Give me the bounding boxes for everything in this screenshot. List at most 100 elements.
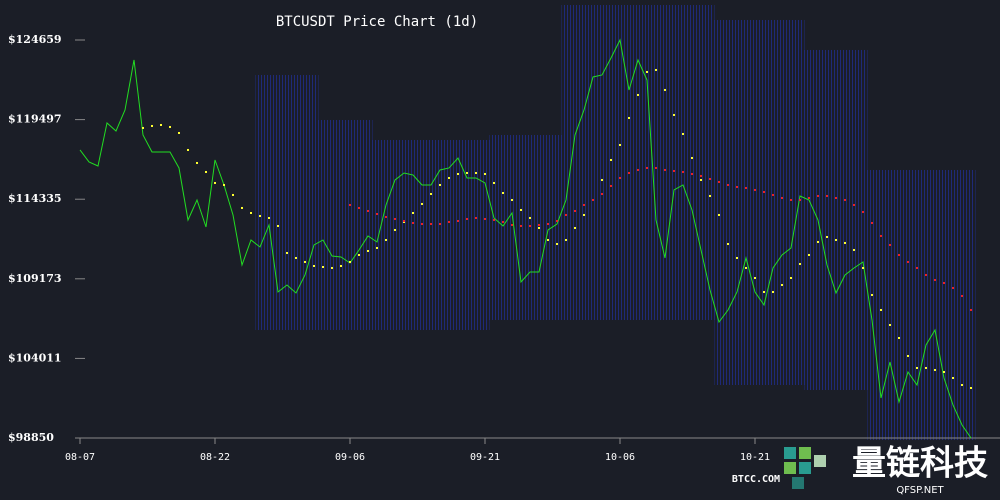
band-segment bbox=[543, 134, 553, 320]
ma-dot bbox=[178, 131, 180, 134]
ma-dot bbox=[907, 260, 909, 263]
band-segment bbox=[786, 19, 796, 385]
band-segment bbox=[516, 134, 526, 320]
ma-dot bbox=[961, 383, 963, 386]
band-segment bbox=[921, 169, 931, 441]
ma-dot bbox=[943, 370, 945, 373]
band-segment bbox=[408, 139, 418, 330]
y-tick-label: $114335 bbox=[8, 192, 62, 205]
ma-dot bbox=[313, 264, 315, 267]
band-segment bbox=[867, 169, 877, 441]
chart-title: BTCUSDT Price Chart (1d) bbox=[276, 14, 478, 30]
ma-dot bbox=[961, 294, 963, 297]
ma-dot bbox=[286, 251, 288, 254]
ma-dot bbox=[853, 248, 855, 251]
band-segment bbox=[300, 74, 310, 330]
band-segment bbox=[894, 169, 904, 441]
ma-dot bbox=[835, 196, 837, 199]
ma-dot bbox=[394, 228, 396, 231]
band-segment bbox=[597, 4, 607, 320]
band-segment bbox=[957, 169, 967, 441]
ma-dot bbox=[412, 221, 414, 224]
ma-dot bbox=[592, 198, 594, 201]
ma-dot bbox=[412, 211, 414, 214]
ma-dot bbox=[772, 193, 774, 196]
band-segment bbox=[624, 4, 634, 320]
ma-dot bbox=[952, 376, 954, 379]
ma-dot bbox=[673, 169, 675, 172]
band-segment bbox=[966, 169, 976, 441]
ma-dot bbox=[484, 217, 486, 220]
ma-dot bbox=[529, 224, 531, 227]
ma-dot bbox=[844, 198, 846, 201]
ma-dot bbox=[781, 283, 783, 286]
ma-dot bbox=[376, 246, 378, 249]
ma-dot bbox=[736, 256, 738, 259]
band-segment bbox=[480, 139, 490, 330]
ma-dot bbox=[574, 226, 576, 229]
ma-dot bbox=[475, 171, 477, 174]
band-segment bbox=[525, 134, 535, 320]
x-tick-label: 08-07 bbox=[65, 452, 95, 463]
ma-dot bbox=[718, 213, 720, 216]
ma-dot bbox=[682, 170, 684, 173]
band-segment bbox=[417, 139, 427, 330]
band-segment bbox=[453, 139, 463, 330]
band-segment bbox=[561, 4, 571, 320]
ma-dot bbox=[754, 276, 756, 279]
y-tick-label: $98850 bbox=[8, 431, 54, 444]
ma-dot bbox=[376, 212, 378, 215]
ma-dot bbox=[844, 241, 846, 244]
band-segment bbox=[660, 4, 670, 320]
band-segment bbox=[714, 19, 724, 385]
ma-dot bbox=[754, 188, 756, 191]
ma-dot bbox=[799, 198, 801, 201]
band-segment bbox=[741, 19, 751, 385]
y-tick-label: $109173 bbox=[8, 272, 62, 285]
band-segment bbox=[795, 19, 805, 385]
band-segment bbox=[831, 49, 841, 390]
band-segment bbox=[849, 49, 859, 390]
ma-dot bbox=[655, 166, 657, 169]
ma-dot bbox=[889, 323, 891, 326]
ma-dot bbox=[700, 178, 702, 181]
band-segment bbox=[777, 19, 787, 385]
ma-dot bbox=[934, 278, 936, 281]
ma-dot bbox=[691, 156, 693, 159]
ma-dot bbox=[871, 293, 873, 296]
ma-dot bbox=[241, 206, 243, 209]
x-tick-label: 10-06 bbox=[605, 452, 635, 463]
ma-dot bbox=[583, 213, 585, 216]
ma-dot bbox=[403, 219, 405, 222]
ma-dot bbox=[646, 70, 648, 73]
ma-dot bbox=[466, 171, 468, 174]
band-segment bbox=[651, 4, 661, 320]
ma-dot bbox=[601, 192, 603, 195]
ma-dot bbox=[817, 240, 819, 243]
ma-dot bbox=[889, 243, 891, 246]
band-segment bbox=[858, 49, 868, 390]
ma-dot bbox=[763, 290, 765, 293]
ma-dot bbox=[898, 336, 900, 339]
band-segment bbox=[255, 74, 265, 330]
ma-dot bbox=[214, 181, 216, 184]
ma-dot bbox=[538, 223, 540, 226]
band-segment bbox=[759, 19, 769, 385]
x-tick-label: 10-21 bbox=[740, 452, 770, 463]
ma-dot bbox=[529, 216, 531, 219]
ma-dot bbox=[223, 183, 225, 186]
ma-dot bbox=[655, 68, 657, 71]
y-tick-label: $124659 bbox=[8, 33, 62, 46]
ma-dot bbox=[925, 366, 927, 369]
band-segment bbox=[381, 139, 391, 330]
ma-dot bbox=[619, 143, 621, 146]
ma-dot bbox=[421, 222, 423, 225]
ma-dot bbox=[601, 178, 603, 181]
ma-dot bbox=[196, 161, 198, 164]
band-segment bbox=[264, 74, 274, 330]
ma-dot bbox=[484, 172, 486, 175]
band-segment bbox=[876, 169, 886, 441]
ma-dot bbox=[358, 253, 360, 256]
x-tick-label: 09-06 bbox=[335, 452, 365, 463]
ma-dot bbox=[358, 206, 360, 209]
